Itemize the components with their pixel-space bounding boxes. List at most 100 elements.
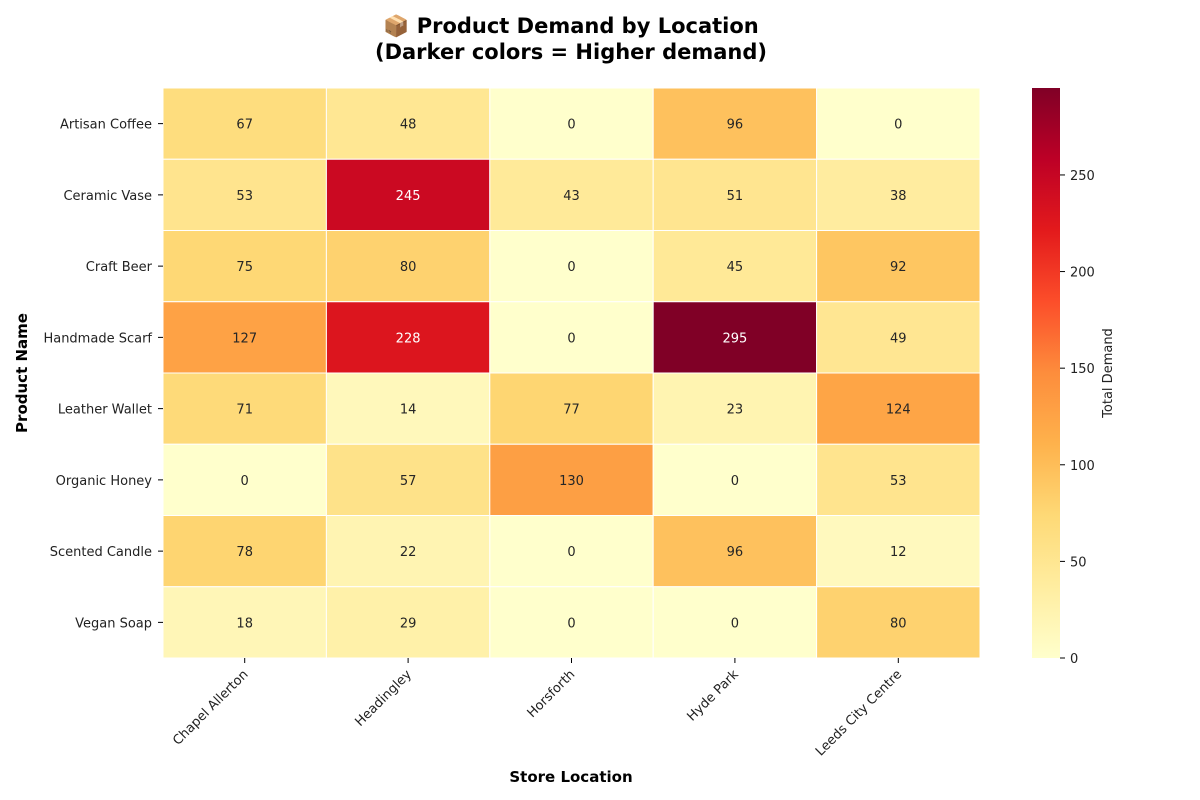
colorbar-tick-label: 100: [1070, 459, 1095, 474]
heatmap-cell: [652, 586, 818, 659]
chart-title-line1: 📦 Product Demand by Location: [383, 13, 759, 38]
cell-value-label: 29: [400, 616, 417, 631]
colorbar-tick-label: 200: [1070, 266, 1095, 281]
cell-value-label: 14: [400, 403, 417, 418]
heatmap-cell: [652, 301, 818, 374]
heatmap-cell: [489, 372, 654, 445]
x-axis-ticks: Chapel Allerton Headingley Horsforth Hyde P…: [170, 658, 905, 759]
heatmap-cell: [816, 158, 981, 231]
heatmap-cell: [489, 158, 654, 231]
heatmap-cell: [816, 443, 981, 516]
y-tick-label: Leather Wallet: [58, 403, 152, 418]
cell-value-label: 0: [567, 118, 575, 133]
cell-value-label: 80: [400, 260, 417, 275]
heatmap-cell: [816, 372, 981, 445]
heatmap-cell: [325, 372, 491, 445]
heatmap-cell: [816, 515, 981, 588]
cell-value-label: 38: [890, 189, 907, 204]
cell-value-label: 12: [890, 545, 907, 560]
cell-value-label: 53: [890, 474, 907, 489]
heatmap-cell: [816, 87, 981, 160]
cell-value-label: 78: [236, 545, 253, 560]
colorbar-tick-label: 0: [1070, 652, 1078, 667]
heatmap-cell: [489, 230, 654, 303]
cell-value-label: 22: [400, 545, 417, 560]
heatmap-cell: [162, 87, 327, 160]
cell-value-label: 77: [563, 403, 580, 418]
heatmap-cell: [489, 301, 654, 374]
heatmap-cell: [489, 87, 654, 160]
cell-value-label: 124: [886, 403, 911, 418]
colorbar-tick-label: 50: [1070, 555, 1087, 570]
heatmap-cell: [325, 301, 491, 374]
y-tick-label: Ceramic Vase: [63, 189, 152, 204]
colorbar-tick-label: 150: [1070, 362, 1095, 377]
y-tick-label: Artisan Coffee: [60, 118, 152, 133]
heatmap-cell: [489, 586, 654, 659]
y-tick-label: Craft Beer: [86, 260, 153, 275]
cell-value-label: 67: [236, 118, 253, 133]
x-tick-label: Leeds City Centre: [813, 667, 905, 759]
cell-value-label: 43: [563, 189, 580, 204]
x-axis-label: Store Location: [509, 768, 632, 786]
heatmap-cell: [325, 87, 491, 160]
heatmap-cell: [652, 443, 818, 516]
colorbar-ticks: 0 50 100 150 200 250: [1060, 169, 1095, 667]
colorbar: [1032, 88, 1060, 658]
cell-value-label: 96: [727, 118, 744, 133]
cell-value-label: 51: [727, 189, 744, 204]
y-tick-label: Handmade Scarf: [43, 331, 152, 346]
heatmap-cell: [816, 301, 981, 374]
cell-value-label: 0: [731, 474, 739, 489]
cell-value-label: 53: [236, 189, 253, 204]
y-tick-label: Organic Honey: [56, 474, 153, 489]
cell-value-label: 23: [727, 403, 744, 418]
cell-value-label: 18: [236, 616, 253, 631]
y-tick-label: Scented Candle: [50, 545, 152, 560]
cell-value-label: 75: [236, 260, 253, 275]
y-tick-label: Vegan Soap: [75, 616, 152, 631]
heatmap-cell: [162, 158, 327, 231]
cell-value-label: 0: [567, 331, 575, 346]
heatmap-cell: [652, 230, 818, 303]
cell-value-label: 295: [722, 331, 747, 346]
heatmap-cell: [325, 586, 491, 659]
cell-value-label: 96: [727, 545, 744, 560]
heatmap-cell: [162, 586, 327, 659]
cell-value-label: 0: [567, 260, 575, 275]
heatmap-cell: [162, 372, 327, 445]
x-tick-label: Chapel Allerton: [170, 667, 251, 748]
cell-value-label: 92: [890, 260, 907, 275]
colorbar-label: Total Demand: [1101, 328, 1116, 419]
cell-value-label: 71: [236, 403, 253, 418]
cell-value-label: 245: [396, 189, 421, 204]
cell-value-label: 80: [890, 616, 907, 631]
x-tick-label: Hyde Park: [684, 667, 742, 725]
heatmap-cell: [816, 586, 981, 659]
cell-value-label: 127: [232, 331, 257, 346]
cell-value-label: 0: [894, 118, 902, 133]
cell-value-label: 228: [396, 331, 421, 346]
cell-value-label: 0: [567, 616, 575, 631]
cell-value-label: 57: [400, 474, 417, 489]
colorbar-tick-label: 250: [1070, 169, 1095, 184]
heatmap-cell: [489, 443, 654, 516]
x-tick-label: Horsforth: [525, 667, 579, 721]
cell-value-label: 45: [727, 260, 744, 275]
cell-value-label: 0: [241, 474, 249, 489]
cell-value-label: 0: [731, 616, 739, 631]
heatmap-cell: [325, 230, 491, 303]
x-tick-label: Headingley: [352, 667, 415, 730]
y-axis-label: Product Name: [13, 313, 31, 433]
heatmap-cell: [162, 515, 327, 588]
heatmap-cell: [325, 443, 491, 516]
y-axis-ticks: Artisan Coffee Ceramic Vase Craft Beer Hand…: [43, 118, 163, 631]
chart-title-line2: (Darker colors = Higher demand): [375, 40, 767, 64]
cell-value-label: 130: [559, 474, 584, 489]
heatmap-cell: [816, 230, 981, 303]
cell-value-label: 49: [890, 331, 907, 346]
heatmap-cell: [652, 87, 818, 160]
cell-value-label: 0: [567, 545, 575, 560]
